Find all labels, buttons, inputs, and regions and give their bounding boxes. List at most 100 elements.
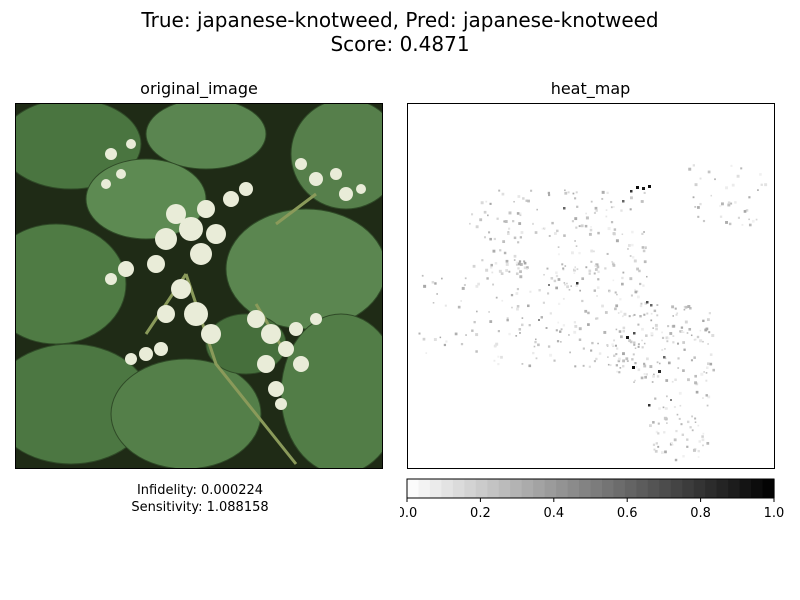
- heat-cell: [657, 432, 660, 435]
- heat-cell: [534, 340, 537, 344]
- heat-cell: [621, 282, 624, 286]
- heat-cell: [689, 307, 692, 310]
- heat-cell: [473, 320, 476, 324]
- heat-cell: [479, 218, 483, 222]
- heat-cell: [687, 378, 690, 382]
- heat-cell: [610, 221, 614, 224]
- heat-cell: [582, 364, 585, 367]
- heat-cell: [475, 225, 479, 229]
- heat-cell: [697, 215, 700, 218]
- heat-cell: [634, 379, 636, 382]
- heat-cell: [587, 323, 590, 326]
- heat-cell: [636, 267, 639, 271]
- heat-cell: [465, 334, 467, 336]
- heat-cell: [566, 282, 568, 285]
- colorbar-level: [613, 479, 626, 498]
- heat-cell: [641, 339, 643, 342]
- heat-cell: [682, 331, 685, 333]
- heat-cell: [421, 274, 424, 277]
- heat-cell: [575, 191, 578, 194]
- heat-cell: [626, 360, 629, 363]
- heat-cell: [679, 404, 682, 407]
- heat-cell: [694, 205, 697, 208]
- heat-cell: [508, 270, 511, 273]
- heat-cell: [557, 278, 561, 281]
- heat-cell: [672, 324, 676, 328]
- heat-cell: [594, 264, 597, 267]
- heat-cell: [620, 335, 623, 339]
- heat-cell: [712, 368, 715, 372]
- heat-cell: [666, 340, 669, 343]
- heat-cell: [559, 330, 562, 333]
- original-image-panel: [15, 103, 383, 469]
- heat-cell: [615, 328, 618, 331]
- heat-cell: [672, 341, 675, 344]
- heat-cell: [634, 288, 636, 291]
- heat-cell: [613, 339, 616, 342]
- heat-cell: [694, 417, 697, 420]
- heat-cell: [517, 262, 521, 266]
- heat-cell: [686, 420, 690, 424]
- heat-cell: [588, 365, 591, 368]
- heat-cell: [603, 330, 607, 334]
- heat-cell: [636, 290, 639, 293]
- heat-cell: [503, 220, 506, 223]
- heat-cell: [643, 342, 646, 345]
- heat-cell: [644, 246, 647, 249]
- heat-cell: [737, 216, 741, 219]
- heat-cell: [485, 268, 489, 272]
- heat-cell: [675, 313, 678, 316]
- heat-cell: [663, 356, 666, 359]
- heat-cell: [555, 329, 558, 332]
- heat-cell: [652, 374, 655, 378]
- heat-cell: [745, 209, 749, 212]
- heat-cell: [613, 354, 616, 358]
- heat-cell: [548, 193, 551, 197]
- heat-cell: [617, 359, 621, 363]
- heat-cell: [516, 287, 520, 291]
- heat-cell: [727, 201, 731, 204]
- heat-cell: [562, 297, 565, 300]
- heat-cell: [616, 293, 618, 296]
- heat-cell: [584, 224, 588, 228]
- heat-cell: [573, 330, 577, 334]
- heat-cell: [568, 334, 570, 336]
- heat-cell: [527, 304, 530, 308]
- metrics-text: Infidelity: 0.000224 Sensitivity: 1.0881…: [16, 482, 384, 516]
- heat-cell: [656, 375, 660, 378]
- heat-cell: [538, 289, 541, 292]
- colorbar-level: [544, 479, 557, 498]
- heat-cell: [611, 262, 615, 266]
- heat-cell: [632, 353, 635, 356]
- heat-cell: [612, 345, 615, 348]
- heat-cell: [657, 445, 660, 448]
- heat-cell: [641, 346, 644, 349]
- heat-cell: [454, 332, 458, 336]
- heat-cell: [517, 267, 520, 270]
- heat-cell: [519, 275, 523, 279]
- heat-cell: [545, 327, 548, 329]
- heat-cell: [480, 201, 484, 205]
- heat-cell: [574, 365, 577, 368]
- heat-cell: [557, 253, 560, 256]
- heat-cell: [597, 270, 600, 274]
- heat-cell: [506, 232, 510, 235]
- heat-cell: [653, 448, 656, 451]
- heat-cell: [699, 339, 703, 343]
- heat-cell: [714, 178, 716, 181]
- heat-cell: [489, 266, 493, 269]
- heat-cell: [652, 327, 655, 329]
- heat-cell: [520, 231, 524, 234]
- heat-cell: [513, 236, 517, 240]
- heat-cell: [515, 261, 519, 265]
- heat-cell: [677, 357, 680, 360]
- heat-cell: [755, 218, 758, 221]
- heat-cell: [615, 353, 618, 356]
- heat-cell: [598, 352, 602, 355]
- heat-cell: [513, 200, 515, 203]
- colorbar-level: [601, 479, 615, 498]
- heat-cell: [616, 370, 618, 373]
- heat-cell: [760, 183, 763, 186]
- heat-cell: [694, 381, 698, 385]
- heat-cell: [643, 362, 646, 365]
